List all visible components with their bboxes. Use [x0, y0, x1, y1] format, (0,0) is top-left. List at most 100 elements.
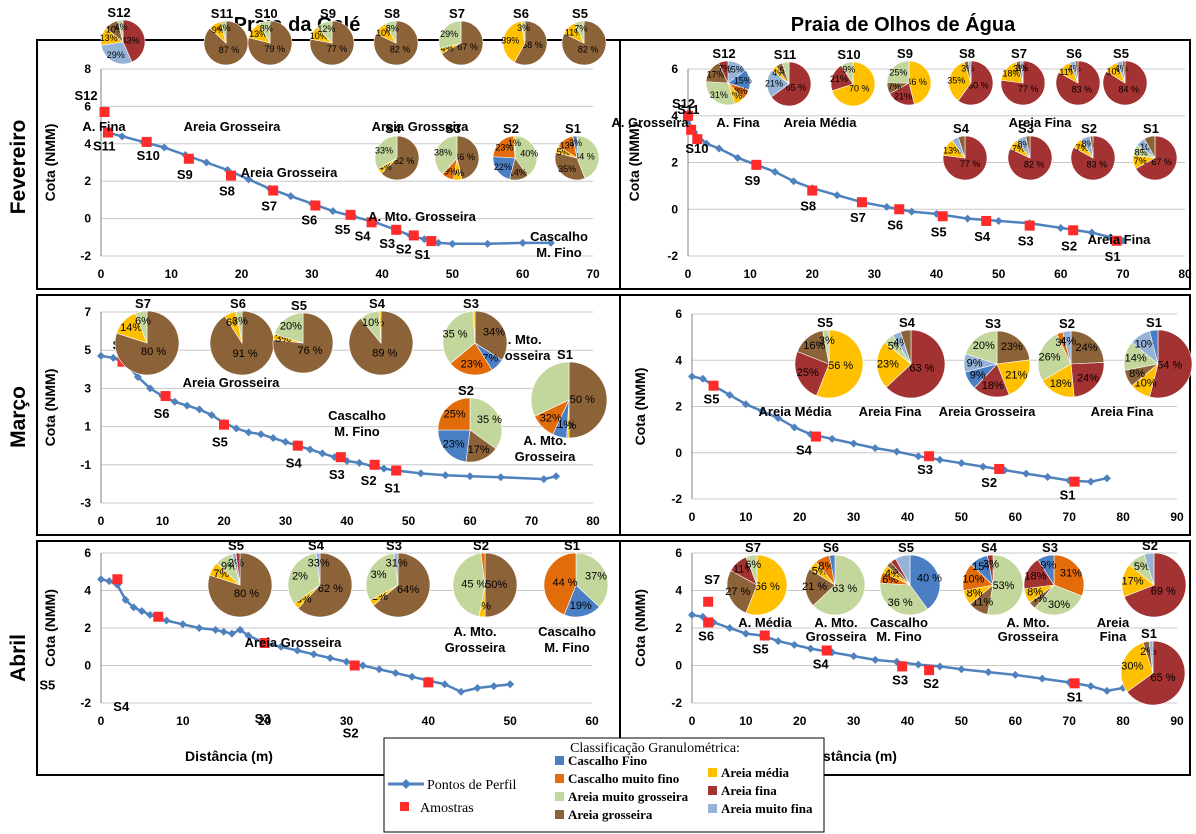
- x-tick-label: 0: [689, 714, 696, 728]
- sample-marker: [821, 645, 832, 656]
- pie-slice-label: 56 %: [755, 581, 780, 593]
- pie-slice: [514, 135, 538, 177]
- pie-chart: 67 %4% 29% S7: [438, 6, 484, 66]
- pie-slice-label: 8%: [1135, 147, 1148, 157]
- sample-label: S5: [931, 224, 947, 239]
- pie-sample-label: S11: [211, 6, 233, 21]
- pie-slice-label: 15%: [734, 76, 752, 86]
- profile-point: [133, 372, 142, 381]
- profile-point: [770, 167, 779, 176]
- pie-slice-label: 5%: [557, 147, 570, 157]
- sample-label: S3: [379, 236, 395, 251]
- y-axis-label: Cota (NMM): [42, 369, 58, 447]
- pie-slice: [492, 135, 516, 159]
- y-tick-label: 2: [675, 621, 682, 635]
- pie-slice: [908, 60, 932, 105]
- pie-sample-label: S8: [959, 46, 975, 61]
- profile-point: [286, 192, 295, 201]
- pie-slice-label: 4%: [379, 162, 392, 172]
- profile-point: [379, 464, 388, 473]
- profile-point: [698, 374, 707, 383]
- x-tick-label: 40: [901, 714, 915, 728]
- pie-sample-label: S5: [572, 6, 588, 21]
- pie-slice-label: 87 %: [219, 45, 240, 55]
- pie-slice-label: 82 %: [578, 45, 599, 55]
- pie-slice-label: 31%: [386, 557, 408, 569]
- sample-label: S5: [39, 677, 55, 692]
- legend-swatch-areia_media: [708, 768, 717, 777]
- pie-slice-label: 76 %: [297, 345, 322, 357]
- sample-marker: [268, 185, 279, 196]
- x-tick-label: 40: [340, 514, 354, 528]
- pie-slice: [705, 81, 736, 106]
- pie-slice-label: 21%: [830, 74, 848, 84]
- y-tick-label: 7: [84, 305, 91, 319]
- sample-label: S1: [384, 481, 400, 496]
- sample-label: S1: [414, 247, 430, 262]
- x-tick-label: 40: [422, 714, 436, 728]
- pie-slice-label: 46 %: [454, 152, 475, 162]
- y-tick-label: 6: [84, 99, 91, 113]
- y-tick-label: 6: [84, 546, 91, 560]
- pie-slice: [1089, 135, 1094, 159]
- pie-slice: [272, 312, 334, 374]
- sample-marker: [423, 677, 434, 688]
- profile-point: [702, 139, 711, 148]
- pie-slice-label: 70 %: [849, 84, 870, 94]
- pie-slice-label: 32%: [540, 412, 562, 424]
- sample-label: S11: [93, 139, 115, 154]
- pie-sample-label: S6: [230, 296, 246, 311]
- pie-slice: [1034, 584, 1083, 616]
- pie-slice-label: 65 %: [786, 82, 807, 92]
- class-annotation: Areia Grosseira: [241, 165, 339, 180]
- pie-slice-label: 37%: [585, 570, 607, 582]
- pie-slice-label: 10%: [362, 317, 384, 329]
- pie-sample-label: S1: [1141, 626, 1157, 641]
- profile-point: [849, 652, 858, 661]
- profile-point: [466, 472, 474, 481]
- sample-marker: [759, 630, 770, 641]
- profile-point: [202, 158, 211, 167]
- profile-point: [440, 680, 449, 689]
- class-annotation: Cascalho: [870, 615, 928, 630]
- x-tick-label: 0: [98, 267, 105, 281]
- profile-point: [725, 624, 734, 632]
- sample-label: S1: [1060, 488, 1076, 503]
- class-annotation: Grosseira: [515, 449, 576, 464]
- sample-marker: [391, 465, 402, 476]
- y-tick-label: 2: [84, 174, 91, 188]
- pie-slice: [393, 552, 399, 586]
- pie-slice-label: 77 %: [327, 44, 348, 54]
- profile-point: [789, 177, 798, 186]
- x-tick-label: 20: [258, 714, 272, 728]
- profile-point: [935, 455, 944, 464]
- profile-point: [118, 132, 127, 141]
- y-tick-label: 4: [84, 137, 91, 151]
- profile-point: [441, 471, 450, 480]
- profile-point: [907, 207, 916, 216]
- pie-slice-label: 6%: [745, 559, 761, 571]
- pie-slice: [895, 554, 911, 586]
- pie-slice-label: 91 %: [233, 348, 258, 360]
- pie-slice-label: 29%: [440, 29, 458, 39]
- sample-label: S9: [744, 173, 760, 188]
- pie-sample-label: S12: [712, 46, 735, 61]
- y-tick-label: 0: [84, 212, 91, 226]
- pie-slice-label: 60 %: [968, 80, 989, 90]
- pie-slice: [374, 135, 398, 170]
- pie-slice: [520, 20, 526, 44]
- class-annotation: A. Mto. Grosseira: [368, 209, 476, 224]
- pie-slice-label: 9%: [970, 369, 986, 381]
- sample-marker: [686, 124, 697, 135]
- pie-slice: [794, 351, 830, 397]
- pie-sample-label: S3: [463, 296, 479, 311]
- sample-label: S1: [1105, 249, 1121, 264]
- pie-sample-label: S6: [823, 540, 839, 555]
- pie-slice-label: 15%: [726, 65, 744, 75]
- pie-slice-label: 54 %: [1157, 359, 1182, 371]
- x-tick-label: 70: [1063, 714, 1077, 728]
- pie-chart: 54 %10%8%14%10%S1: [1123, 315, 1193, 399]
- pie-chart: 23%21%18%9%9%20%S3: [963, 316, 1031, 398]
- pie-slice-label: 3: [893, 565, 899, 577]
- pie-slice: [456, 135, 480, 180]
